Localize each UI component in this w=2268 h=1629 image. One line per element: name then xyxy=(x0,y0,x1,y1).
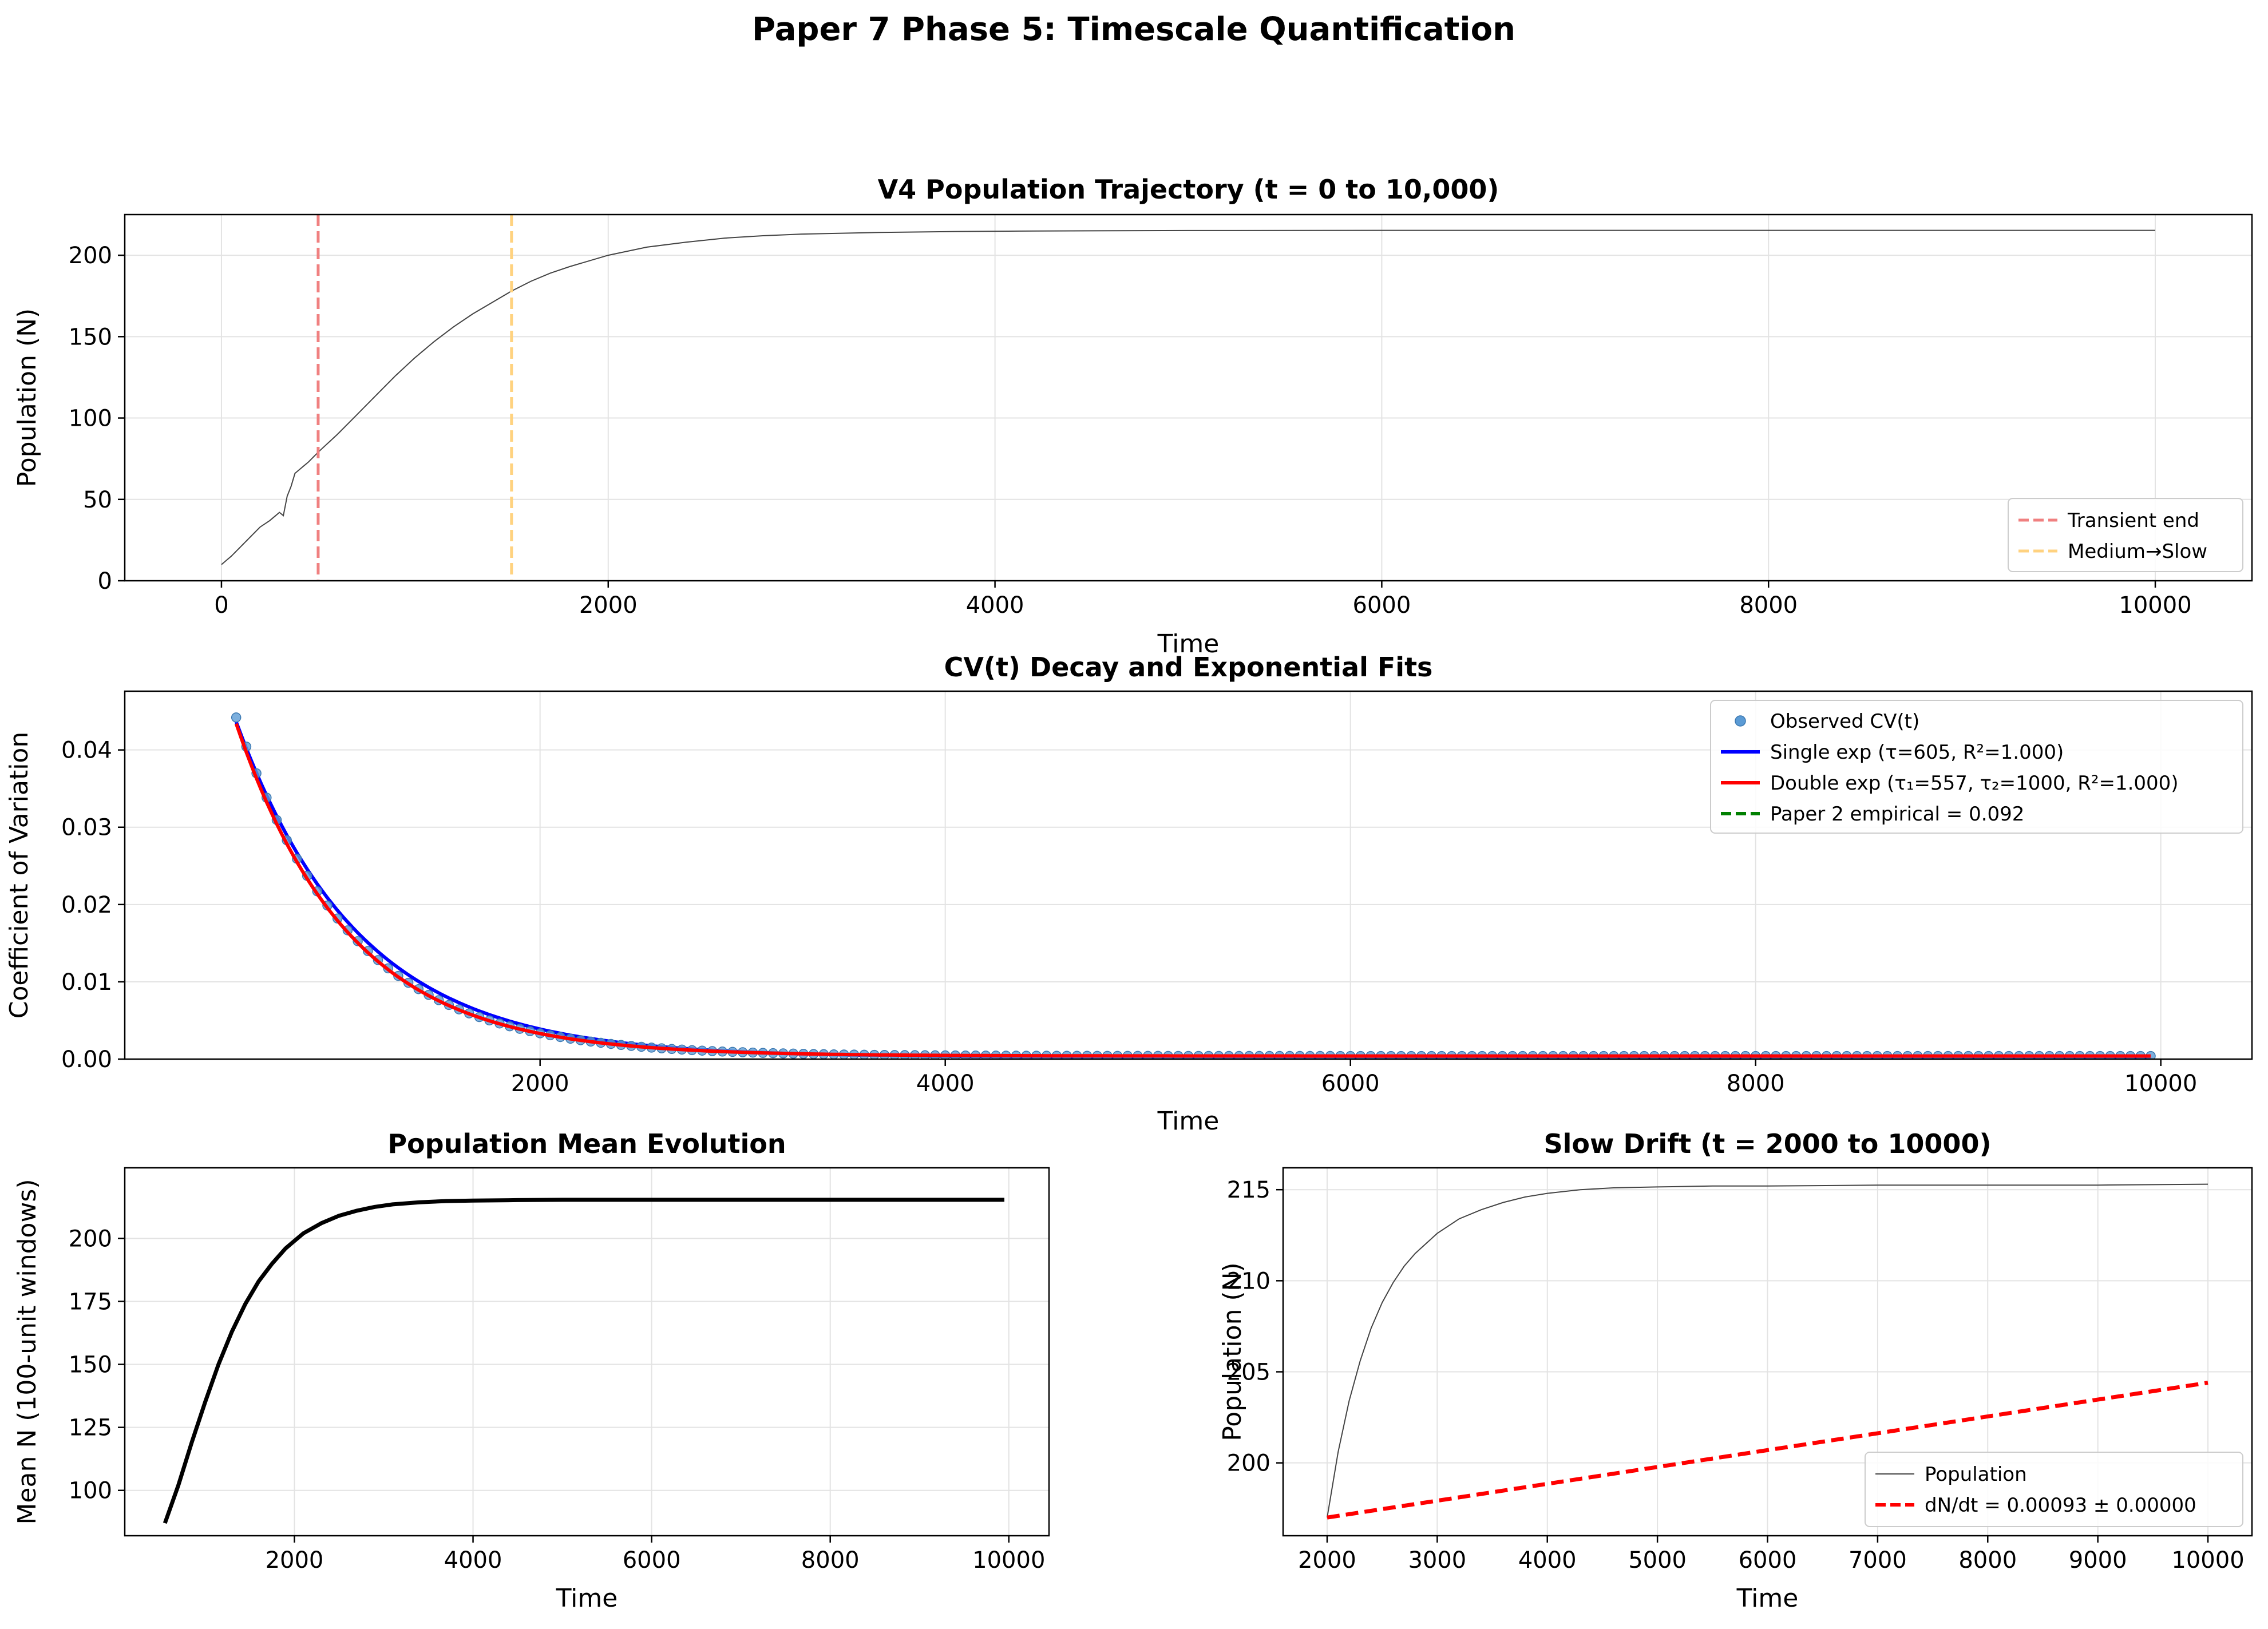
axes-frame xyxy=(124,1167,1050,1537)
x-tick-label: 0 xyxy=(214,592,228,619)
y-tick-label: 100 xyxy=(69,406,112,432)
x-tick-label: 10000 xyxy=(2171,1547,2244,1573)
y-tick-label: 205 xyxy=(1227,1360,1270,1386)
population-line xyxy=(1327,1183,2208,1518)
legend-label: Observed CV(t) xyxy=(1770,710,1919,733)
x-tick-label: 5000 xyxy=(1628,1547,1687,1573)
y-axis-label: Coefficient of Variation xyxy=(5,732,34,1018)
legend-label: Transient end xyxy=(2067,509,2199,532)
y-tick-label: 150 xyxy=(69,324,112,350)
y-axis-label: Population (N) xyxy=(1218,1262,1247,1441)
y-tick-label: 0.02 xyxy=(61,892,112,918)
x-tick-label: 4000 xyxy=(966,592,1024,619)
x-tick-label: 3000 xyxy=(1408,1547,1466,1573)
x-axis-label: Time xyxy=(1157,629,1220,659)
y-tick-label: 200 xyxy=(1227,1450,1270,1477)
x-tick-label: 8000 xyxy=(1958,1547,2017,1573)
y-tick-label: 50 xyxy=(83,487,112,513)
x-axis-label: Time xyxy=(556,1584,618,1613)
x-tick-label: 9000 xyxy=(2069,1547,2127,1573)
legend-box xyxy=(1710,700,2243,834)
panel-cv-decay: 2000 4000 6000 8000 10000 0.00 0.01 0.02 0.03 0.0… xyxy=(5,652,2253,1136)
legend-label: Medium→Slow xyxy=(2068,540,2207,563)
panel-mean-evolution: 2000 4000 6000 8000 10000 100 125 150 175 200 Popu… xyxy=(13,1128,1050,1613)
x-tick-label: 2000 xyxy=(511,1071,569,1097)
y-tick-label: 200 xyxy=(69,1226,112,1252)
y-tick-label: 0 xyxy=(98,568,112,594)
x-tick-label: 8000 xyxy=(801,1547,860,1573)
x-tick-label: 6000 xyxy=(623,1547,681,1573)
figure-suptitle: Paper 7 Phase 5: Timescale Quantificatio… xyxy=(752,11,1515,48)
y-tick-label: 0.00 xyxy=(61,1047,112,1073)
x-axis-label: Time xyxy=(1736,1584,1799,1613)
y-tick-label: 0.03 xyxy=(61,815,112,841)
x-tick-label: 10000 xyxy=(2124,1071,2197,1097)
panel-title: Slow Drift (t = 2000 to 10000) xyxy=(1544,1128,1992,1159)
mean-n-line xyxy=(163,1198,1004,1524)
x-tick-label: 10000 xyxy=(2119,592,2191,619)
y-tick-label: 150 xyxy=(69,1352,112,1378)
x-tick-label: 8000 xyxy=(1739,592,1798,619)
x-tick-label: 6000 xyxy=(1321,1071,1380,1097)
y-axis-label: Mean N (100-unit windows) xyxy=(13,1179,42,1524)
y-tick-label: 175 xyxy=(69,1289,112,1315)
legend-label: Single exp (τ=605, R²=1.000) xyxy=(1770,741,2064,764)
panel-title: CV(t) Decay and Exponential Fits xyxy=(944,652,1433,683)
legend-label: Population xyxy=(1925,1463,2027,1486)
legend-label: dN/dt = 0.00093 ± 0.00000 xyxy=(1925,1494,2196,1517)
y-tick-label: 215 xyxy=(1227,1177,1270,1203)
y-tick-label: 0.04 xyxy=(61,738,112,764)
population-trajectory-line xyxy=(221,229,2155,565)
x-tick-label: 6000 xyxy=(1353,592,1411,619)
y-tick-label: 200 xyxy=(69,243,112,269)
x-axis-label: Time xyxy=(1157,1107,1220,1136)
x-tick-label: 2000 xyxy=(579,592,638,619)
legend-swatch xyxy=(1735,715,1746,727)
panel-slow-drift: 2000 3000 4000 5000 6000 7000 8000 9000 10000 200… xyxy=(1218,1128,2253,1613)
x-tick-label: 7000 xyxy=(1849,1547,1907,1573)
y-axis-label: Population (N) xyxy=(13,308,42,487)
axes-frame xyxy=(124,213,2253,582)
axes-frame xyxy=(1282,1167,2253,1537)
panel-trajectory: 0 2000 4000 6000 8000 10000 0 50 100 150 200 V4 Pop… xyxy=(13,174,2253,659)
x-tick-label: 6000 xyxy=(1739,1547,1797,1573)
double-exp-fit-line xyxy=(234,723,2151,1058)
axes-frame xyxy=(124,690,2253,1060)
y-tick-label: 210 xyxy=(1227,1268,1270,1294)
panel-title: Population Mean Evolution xyxy=(387,1128,786,1159)
x-tick-label: 8000 xyxy=(1727,1071,1785,1097)
x-tick-label: 4000 xyxy=(444,1547,502,1573)
x-tick-label: 4000 xyxy=(916,1071,975,1097)
drift-fit-line xyxy=(1327,1381,2208,1520)
legend-label: Double exp (τ₁=557, τ₂=1000, R²=1.000) xyxy=(1770,772,2179,795)
x-tick-label: 10000 xyxy=(972,1547,1045,1573)
x-tick-label: 2000 xyxy=(266,1547,324,1573)
legend-box xyxy=(1865,1452,2243,1527)
y-tick-label: 0.01 xyxy=(61,969,112,996)
observed-cv-point xyxy=(231,712,242,723)
y-tick-label: 100 xyxy=(69,1478,112,1504)
legend-label: Paper 2 empirical = 0.092 xyxy=(1770,803,2024,826)
x-tick-label: 4000 xyxy=(1518,1547,1577,1573)
x-tick-label: 2000 xyxy=(1298,1547,1356,1573)
legend-box xyxy=(2008,498,2243,572)
y-tick-label: 125 xyxy=(69,1415,112,1441)
panel-title: V4 Population Trajectory (t = 0 to 10,00… xyxy=(878,174,1499,205)
